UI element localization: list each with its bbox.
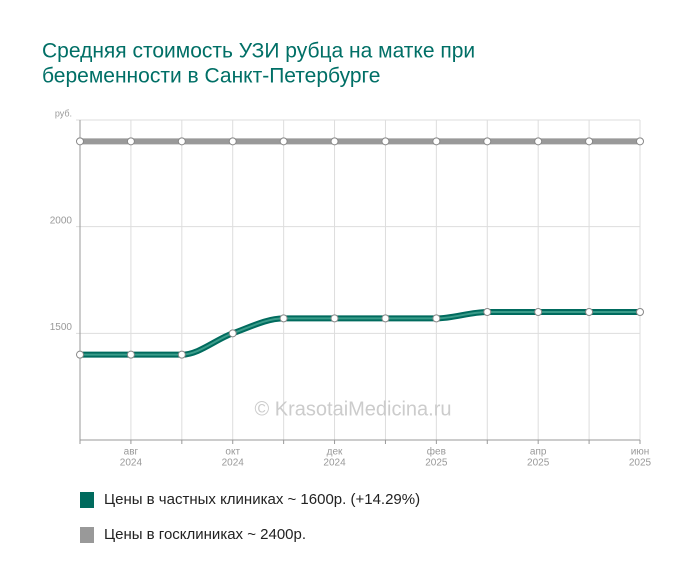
data-point — [177, 350, 186, 359]
x-tick-label: апр — [530, 447, 547, 458]
data-point — [177, 137, 186, 146]
data-point — [381, 137, 390, 146]
x-tick-label: 2024 — [222, 458, 245, 469]
x-tick-label: июн — [631, 447, 650, 458]
data-point — [432, 137, 441, 146]
x-tick-label: фев — [427, 446, 446, 458]
data-point — [381, 314, 390, 323]
watermark: © KrasotaiMedicina.ru — [254, 398, 451, 420]
data-point — [585, 308, 594, 316]
data-point — [228, 329, 237, 338]
data-point — [585, 137, 594, 146]
y-tick-label: руб. — [55, 108, 72, 118]
legend-label: Цены в частных клиниках ~ 1600р. (+14.29… — [104, 491, 420, 508]
x-tick-label: 2024 — [120, 458, 143, 469]
data-point — [279, 314, 288, 323]
x-tick-label: авг — [124, 447, 139, 458]
x-tick-label: 2024 — [323, 458, 346, 469]
x-tick-label: 2025 — [629, 458, 652, 469]
x-tick-label: дек — [327, 447, 343, 458]
data-point — [228, 137, 237, 146]
data-point — [483, 308, 492, 316]
data-point — [534, 137, 543, 146]
legend-swatch — [80, 492, 94, 508]
data-point — [126, 350, 135, 359]
legend-swatch — [80, 527, 94, 543]
data-point — [636, 137, 644, 146]
chart-title: беременности в Санкт-Петербурге — [42, 65, 380, 88]
y-tick-label: 1500 — [50, 322, 73, 333]
data-point — [432, 314, 441, 323]
data-point — [126, 137, 135, 146]
y-tick-label: 2000 — [50, 215, 73, 226]
x-tick-label: окт — [225, 447, 240, 458]
data-point — [76, 137, 84, 146]
data-point — [330, 314, 339, 323]
legend-label: Цены в госклиниках ~ 2400р. — [104, 526, 306, 543]
data-point — [534, 308, 543, 316]
series-line-highlight — [80, 310, 640, 356]
x-tick-label: 2025 — [425, 458, 448, 469]
data-point — [279, 137, 288, 146]
data-point — [76, 350, 84, 359]
chart-title: Средняя стоимость УЗИ рубца на матке при — [42, 40, 475, 63]
data-point — [636, 308, 644, 316]
data-point — [483, 137, 492, 146]
data-point — [330, 137, 339, 146]
x-tick-label: 2025 — [527, 458, 550, 469]
